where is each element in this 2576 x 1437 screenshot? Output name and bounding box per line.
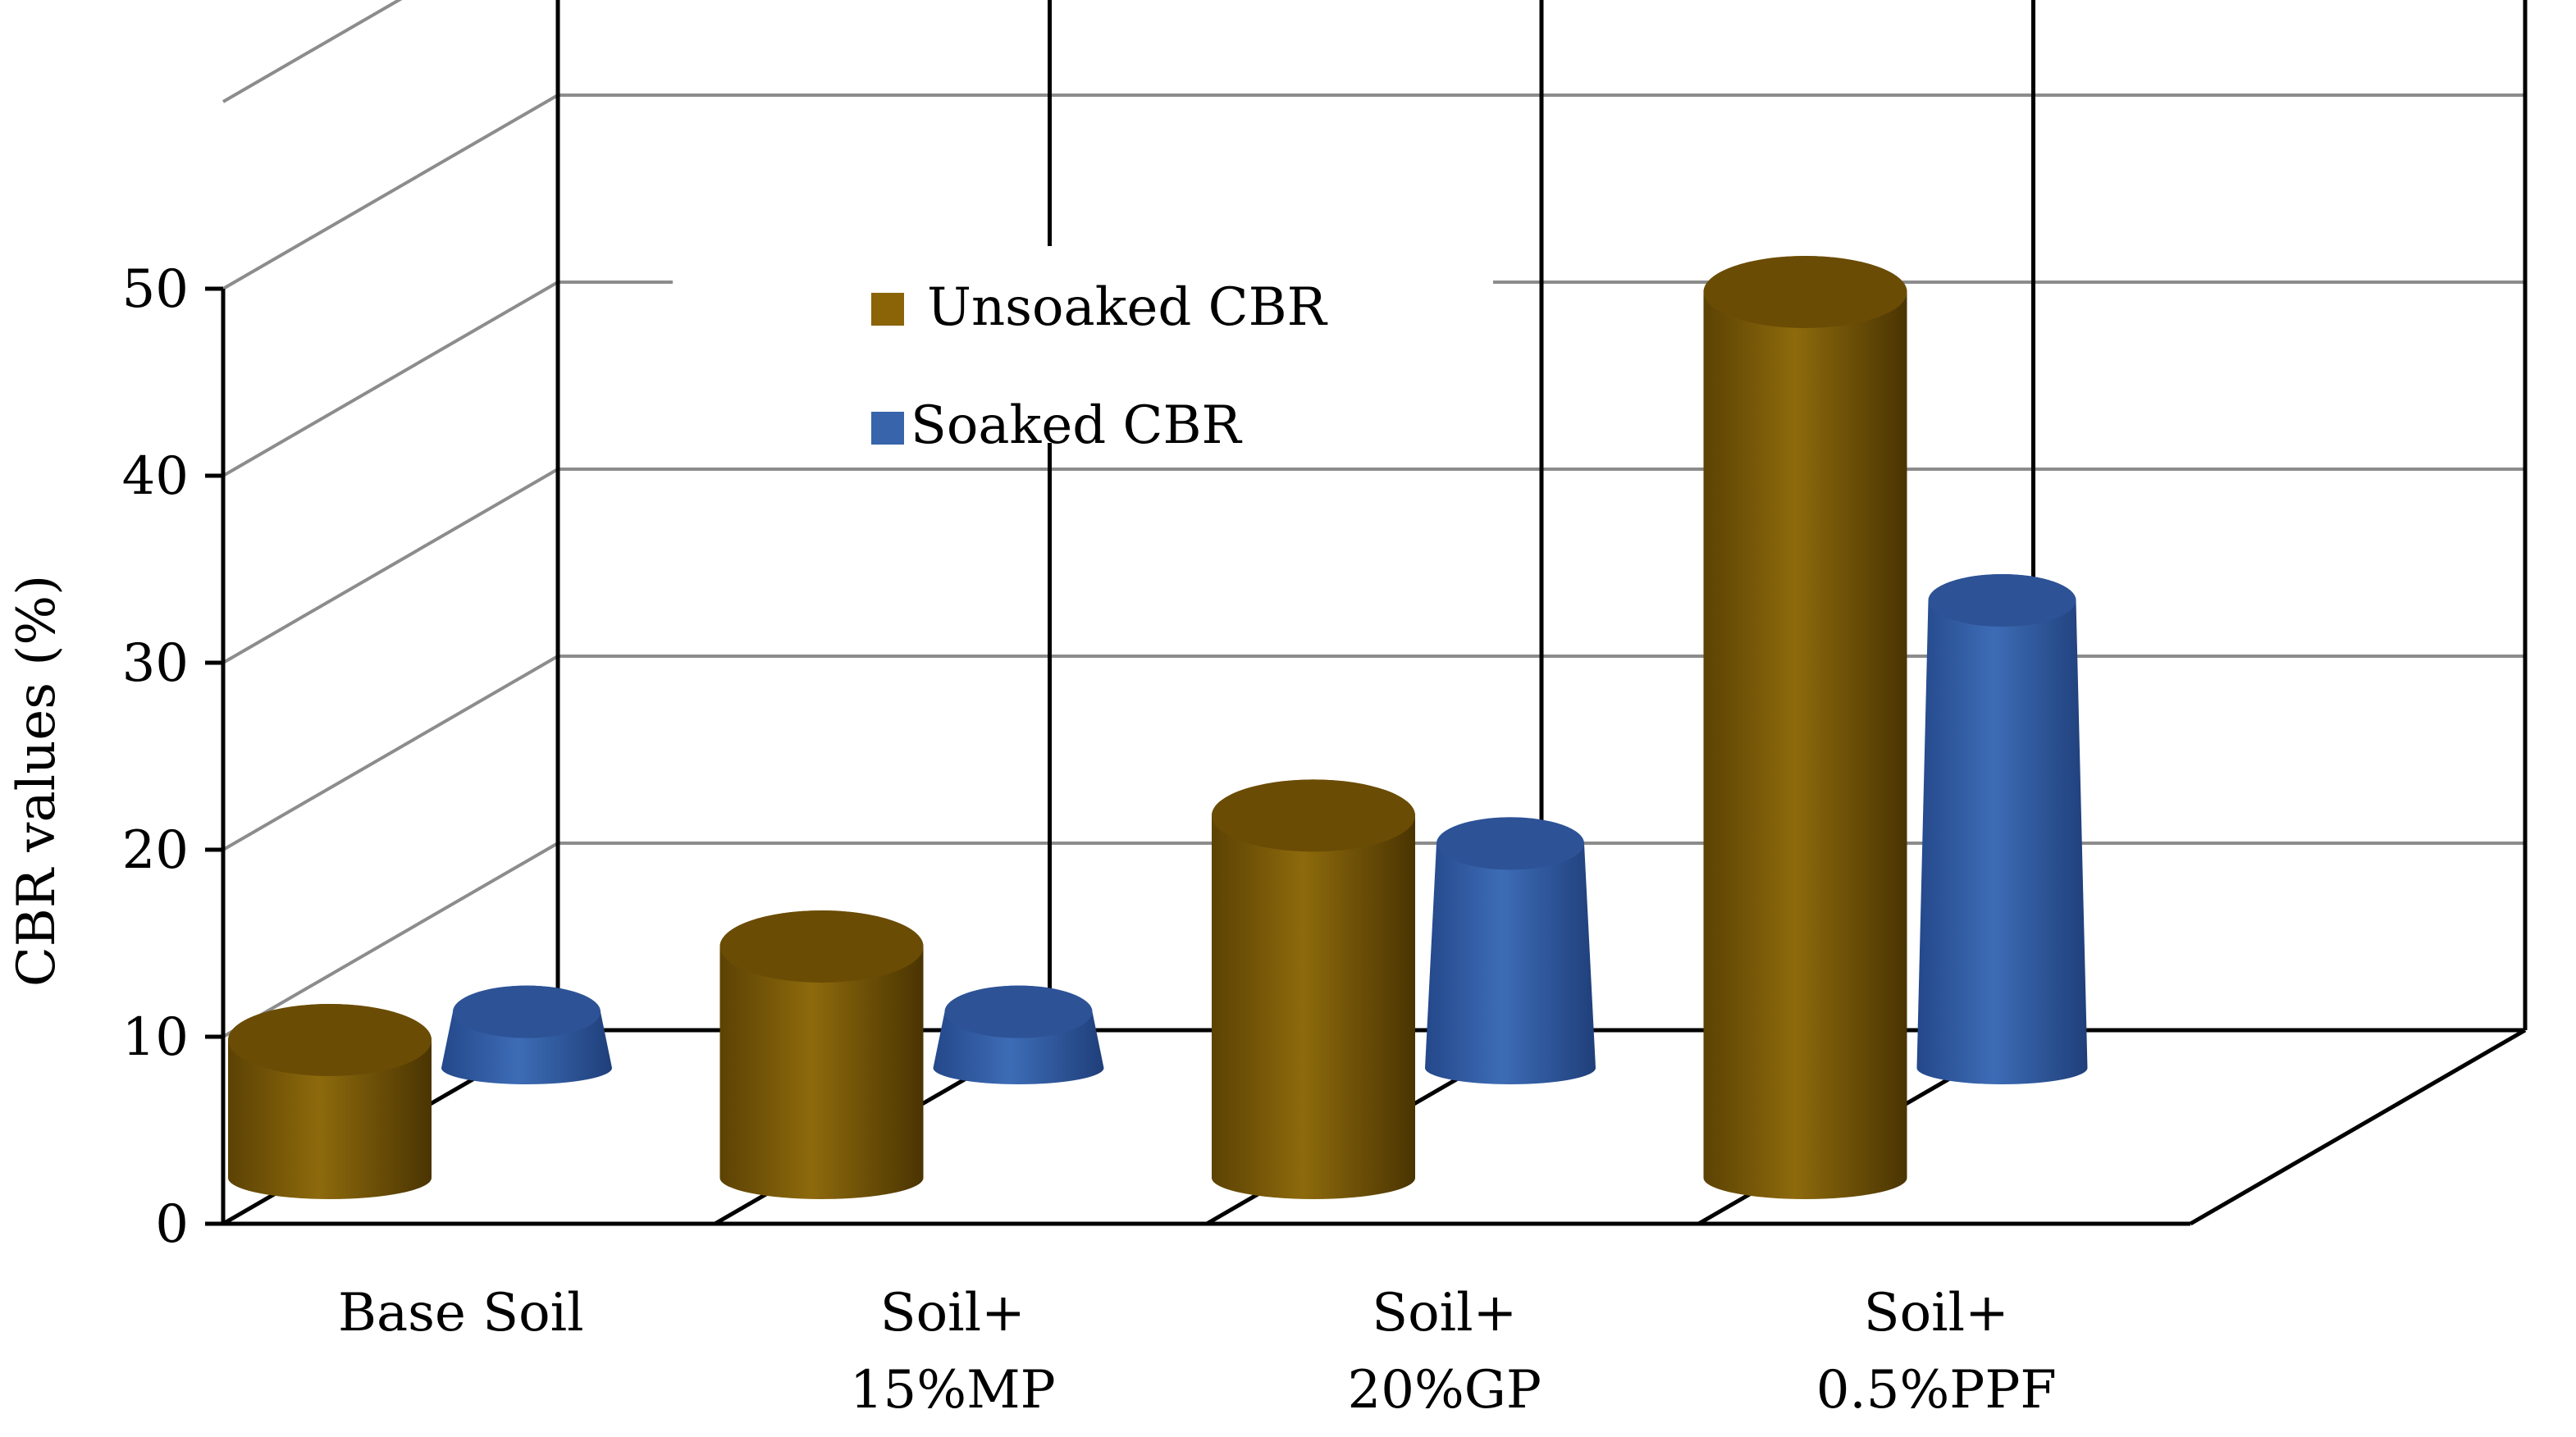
gridline-side	[222, 655, 560, 851]
chart-bars	[228, 256, 2088, 1199]
gridline-side	[222, 468, 560, 664]
legend-background	[673, 246, 1493, 443]
category-label: Soil+ 0.5%PPF	[1816, 1283, 2057, 1421]
gridline-side	[222, 281, 560, 477]
bar-soaked-top	[1436, 817, 1584, 870]
legend: Unsoaked CBR Soaked CBR	[673, 246, 1493, 456]
bar-unsoaked	[719, 910, 924, 1199]
bar-soaked-top	[1928, 574, 2076, 627]
gridline-side	[222, 0, 403, 103]
bar-soaked-top	[944, 985, 1093, 1038]
y-axis-ticks: 0 10 20 30 40 50	[122, 259, 223, 1255]
bar-soaked-body	[1916, 574, 2088, 1084]
category-label: Soil+ 15%MP	[850, 1283, 1056, 1421]
category-labels: Base Soil Soil+ 15%MP Soil+ 20%GP Soil+ 0.5%PP…	[338, 1283, 2057, 1421]
y-tick-label: 0	[155, 1194, 189, 1255]
bar-unsoaked-top	[719, 910, 924, 983]
y-tick-label: 50	[122, 259, 189, 320]
bar-unsoaked	[1703, 256, 1907, 1199]
y-tick-label: 40	[122, 446, 189, 507]
gridline-side	[222, 842, 560, 1038]
bar-soaked	[933, 985, 1104, 1084]
floor-depth-line	[2189, 1028, 2527, 1226]
category-label: Base Soil	[338, 1283, 584, 1343]
bar-unsoaked	[228, 1004, 432, 1199]
bar-unsoaked-body	[1212, 779, 1415, 1199]
bar-soaked-top	[453, 985, 601, 1038]
bar-unsoaked-top	[1212, 779, 1415, 852]
bar-soaked	[1425, 817, 1596, 1084]
bar-unsoaked-top	[1703, 256, 1907, 328]
bar-unsoaked	[1212, 779, 1415, 1199]
legend-label-unsoaked: Unsoaked CBR	[927, 277, 1328, 338]
legend-label-soaked: Soaked CBR	[911, 395, 1243, 456]
y-tick-label: 10	[122, 1007, 189, 1068]
bar-soaked	[441, 985, 612, 1084]
y-tick-label: 30	[122, 633, 189, 694]
y-axis-title: CBR values (%)	[7, 575, 67, 987]
bar-unsoaked-body	[719, 910, 924, 1199]
legend-swatch-soaked	[871, 412, 904, 445]
bar-soaked	[1916, 574, 2088, 1084]
category-label: Soil+ 20%GP	[1348, 1283, 1541, 1421]
legend-swatch-unsoaked	[871, 293, 904, 326]
bar-unsoaked-top	[228, 1004, 432, 1076]
bar-soaked-body	[1425, 817, 1596, 1084]
gridline-side	[222, 94, 560, 290]
y-tick-label: 20	[122, 820, 189, 881]
bar-unsoaked-body	[1703, 256, 1907, 1199]
